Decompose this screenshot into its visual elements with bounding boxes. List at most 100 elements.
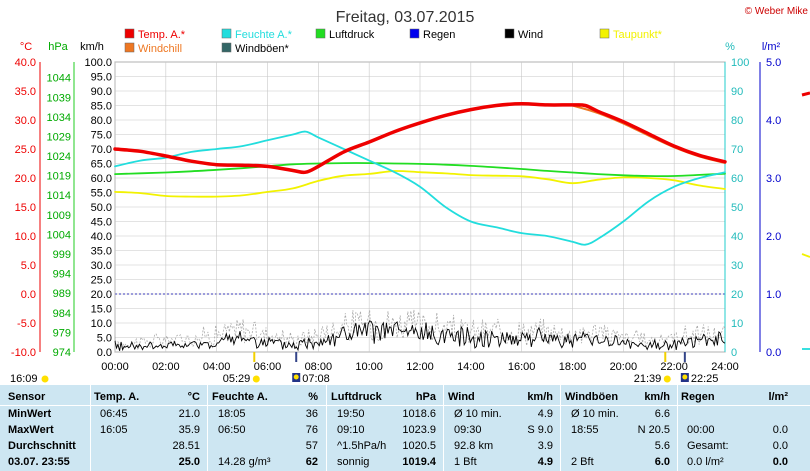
tick-label-wind: 50.0	[91, 202, 112, 214]
tick-label-rain: 1.0	[766, 289, 781, 301]
tick-label-humidity: 90	[731, 86, 743, 98]
header-hum: Feuchte A.	[212, 391, 268, 403]
tick-label-pressure: 1034	[47, 112, 71, 124]
cell-hum-value: 62	[305, 456, 318, 468]
series-taupunkt	[114, 170, 726, 198]
sun-time-label: 21:39	[634, 373, 662, 385]
series-luftdruck	[114, 162, 726, 178]
cell-wind-time: 92.8 km	[454, 440, 494, 452]
tick-label-temp: 5.0	[21, 260, 36, 272]
cell-wind-value: 4.9	[537, 456, 553, 468]
watermark: © Weber Mike	[745, 6, 809, 17]
tick-label-temp: 20.0	[15, 173, 36, 185]
tick-label-wind: 100.0	[84, 57, 112, 69]
cell-temp-value: 35.9	[178, 424, 200, 436]
legend-swatch	[599, 28, 610, 39]
tick-label-pressure: 994	[53, 269, 71, 281]
series-temp-a	[113, 102, 727, 175]
tick-label-rain: 4.0	[766, 115, 781, 127]
plot-area	[113, 102, 727, 352]
legend-swatch	[124, 28, 135, 39]
axes: 100.095.090.085.080.075.070.065.060.055.…	[10, 57, 810, 385]
tick-label-wind: 20.0	[91, 289, 112, 301]
cell-press-time: ^1.5hPa/h	[337, 440, 387, 452]
tick-label-pressure: 1019	[47, 171, 71, 183]
tick-label-humidity: 50	[731, 202, 743, 214]
tick-label-wind: 85.0	[91, 101, 112, 113]
legend-swatch	[409, 28, 420, 39]
tick-label-x: 10:00	[355, 361, 383, 373]
header-temp: Temp. A.	[94, 391, 140, 403]
prev-day-time-label: 16:09	[10, 373, 38, 385]
tick-label-wind: 55.0	[91, 188, 112, 200]
unit-temp: °C	[20, 41, 32, 53]
tick-label-wind: 90.0	[91, 86, 112, 98]
prev-day-sun-icon	[41, 375, 49, 383]
legend-label: Windböen*	[235, 43, 290, 55]
cell-temp-value: 21.0	[178, 408, 200, 420]
tick-label-x: 04:00	[203, 361, 231, 373]
cell-gust-value: 6.6	[654, 408, 670, 420]
header-gust: Windböen	[565, 391, 619, 403]
weather-chart: Freitag, 03.07.2015 © Weber Mike °C hPa …	[10, 6, 810, 385]
tick-label-wind: 75.0	[91, 130, 112, 142]
stats-table: Sensor Temp. A. °C Feuchte A.% Luftdruck hPa W…	[0, 385, 810, 471]
unit-pressure: hPa	[48, 41, 68, 53]
tick-label-temp: -5.0	[17, 318, 36, 330]
tick-label-humidity: 80	[731, 115, 743, 127]
tick-label-humidity: 60	[731, 173, 743, 185]
tick-label-x: 12:00	[406, 361, 434, 373]
header-hum-unit: %	[308, 391, 318, 403]
legend-label: Regen	[423, 29, 455, 41]
cell-rain-time: 0.0 l/m²	[687, 456, 724, 468]
cell-press-time: 19:50	[337, 408, 365, 420]
tick-label-pressure: 1024	[47, 151, 71, 163]
legend-swatch	[221, 28, 232, 39]
tick-label-x: 18:00	[559, 361, 587, 373]
cell-rain-time: Gesamt:	[687, 440, 729, 452]
tick-label-wind: 60.0	[91, 173, 112, 185]
tick-label-x: 24:00	[711, 361, 739, 373]
series-wind	[114, 320, 726, 352]
tick-label-rain: 2.0	[766, 231, 781, 243]
moon-icon-dot	[293, 374, 299, 380]
header-sensor: Sensor	[8, 391, 46, 403]
tick-label-temp: 10.0	[15, 231, 36, 243]
nextday-dew-hint	[801, 253, 810, 258]
tick-label-wind: 95.0	[91, 72, 112, 84]
tick-label-x: 16:00	[508, 361, 536, 373]
tick-label-pressure: 974	[53, 347, 71, 359]
moon-icon-dot	[682, 374, 688, 380]
row-label: MinWert	[8, 408, 52, 420]
tick-label-rain: 0.0	[766, 347, 781, 359]
tick-label-wind: 30.0	[91, 260, 112, 272]
tick-label-wind: 35.0	[91, 246, 112, 258]
header-rain-unit: l/m²	[768, 391, 788, 403]
legend-swatch	[504, 28, 515, 39]
header-press: Luftdruck	[331, 391, 382, 403]
row-label: 03.07. 23:55	[8, 456, 70, 468]
tick-label-humidity: 0	[731, 347, 737, 359]
cell-gust-value: 5.6	[654, 440, 670, 452]
cell-temp-time: 06:45	[100, 408, 128, 420]
unit-wind: km/h	[80, 41, 104, 53]
cell-hum-value: 57	[305, 440, 318, 452]
cell-wind-time: 09:30	[454, 424, 482, 436]
tick-label-wind: 70.0	[91, 144, 112, 156]
cell-hum-time: 18:05	[218, 408, 246, 420]
tick-label-humidity: 30	[731, 260, 743, 272]
tick-label-temp: 30.0	[15, 115, 36, 127]
tick-label-pressure: 1039	[47, 92, 71, 104]
unit-rain: l/m²	[762, 41, 781, 53]
tick-label-x: 02:00	[152, 361, 180, 373]
unit-humidity: %	[725, 41, 735, 53]
cell-gust-value: 6.0	[654, 456, 670, 468]
tick-label-pressure: 1009	[47, 210, 71, 222]
cell-wind-time: 1 Bft	[454, 456, 477, 468]
legend-label: Taupunkt*	[613, 29, 663, 41]
legend-swatch	[124, 42, 135, 53]
legend: Temp. A.* Feuchte A.* Luftdruck Regen Wind Ta…	[124, 28, 663, 55]
tick-label-wind: 25.0	[91, 275, 112, 287]
series-gusts	[114, 309, 726, 351]
tick-label-temp: 0.0	[21, 289, 36, 301]
